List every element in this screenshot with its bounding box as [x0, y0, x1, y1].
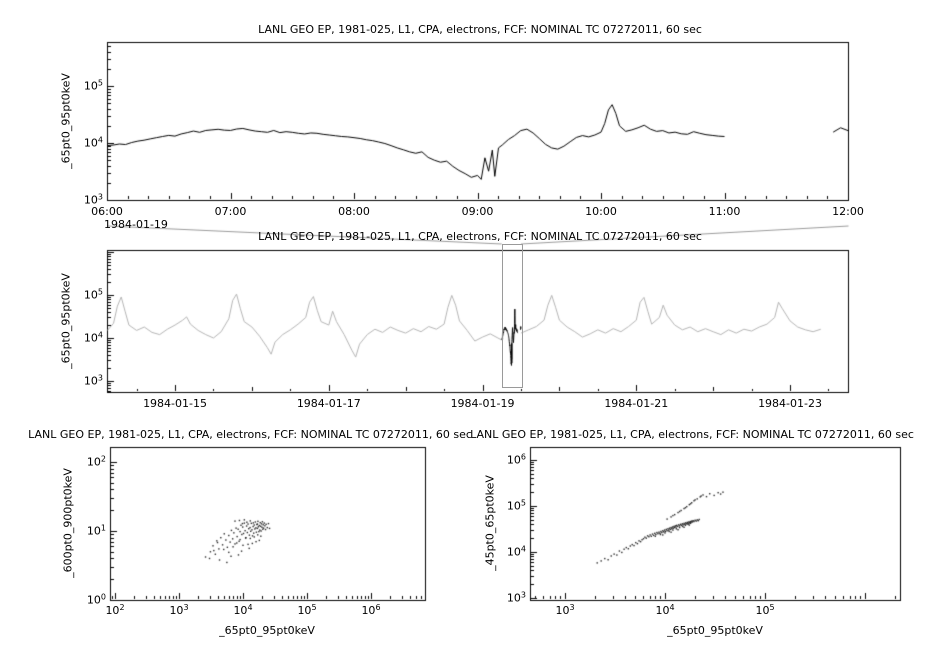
plot-area-scatter-right[interactable] [530, 447, 900, 600]
plot-area-context[interactable] [107, 250, 848, 392]
plot-area-scatter-left[interactable] [110, 447, 425, 600]
time-selection-box[interactable] [502, 244, 523, 388]
plot-area-top[interactable] [107, 42, 848, 200]
